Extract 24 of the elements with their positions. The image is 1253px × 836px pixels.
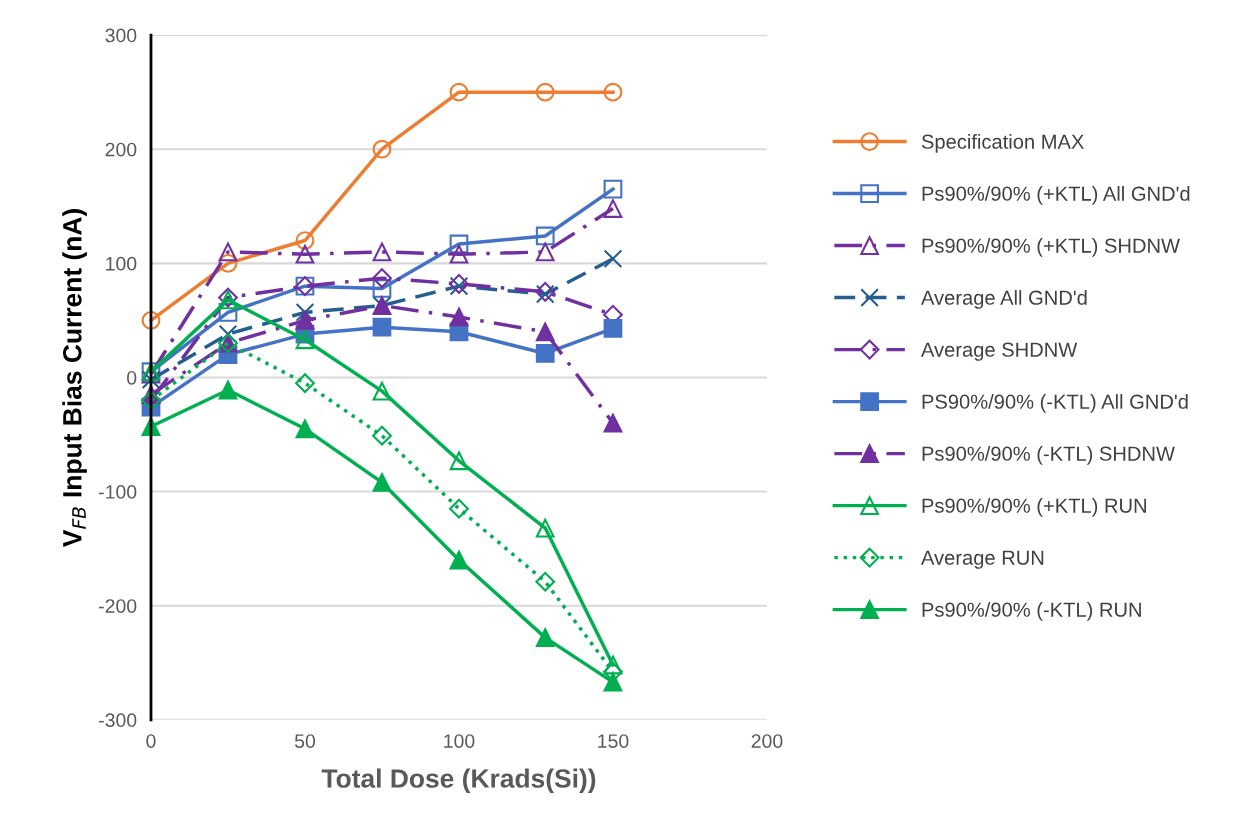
x-tick-label: 200 bbox=[751, 734, 783, 748]
x-tick-label: 0 bbox=[146, 734, 156, 748]
legend-label: Average All GND'd bbox=[921, 290, 1087, 309]
x-tick-label: 100 bbox=[444, 734, 475, 748]
x-tick-label: 150 bbox=[598, 734, 629, 748]
legend-label: Ps90%/90% (-KTL) RUN bbox=[922, 602, 1141, 621]
x-axis-title: Total Dose (Krads(Si)) bbox=[321, 768, 596, 794]
y-tick-label: -200 bbox=[99, 599, 137, 613]
y-tick-label: 100 bbox=[106, 256, 137, 271]
legend-label: Specification MAX bbox=[921, 134, 1084, 153]
y-tick-label: 200 bbox=[105, 142, 137, 157]
legend-label: Ps90%/90% (+KTL) RUN bbox=[922, 498, 1146, 517]
legend-label: PS90%/90% (-KTL) All GND'd bbox=[922, 394, 1188, 413]
legend-label: Ps90%/90% (+KTL) All GND'd bbox=[922, 186, 1190, 205]
legend-label: Average SHDNW bbox=[921, 342, 1078, 361]
legend-label: Ps90%/90% (+KTL) SHDNW bbox=[922, 238, 1180, 257]
y-tick-label: 0 bbox=[127, 370, 137, 385]
y-tick-label: -100 bbox=[99, 485, 137, 499]
legend-label: Average RUN bbox=[921, 550, 1044, 569]
legend-label: Ps90%/90% (-KTL) SHDNW bbox=[922, 446, 1175, 465]
x-tick-label: 50 bbox=[294, 734, 316, 748]
y-tick-label: 300 bbox=[105, 28, 137, 43]
y-axis-title: V$_{FB}$ Input Bias Current (nA) bbox=[62, 209, 87, 548]
y-tick-label: -300 bbox=[99, 713, 137, 728]
